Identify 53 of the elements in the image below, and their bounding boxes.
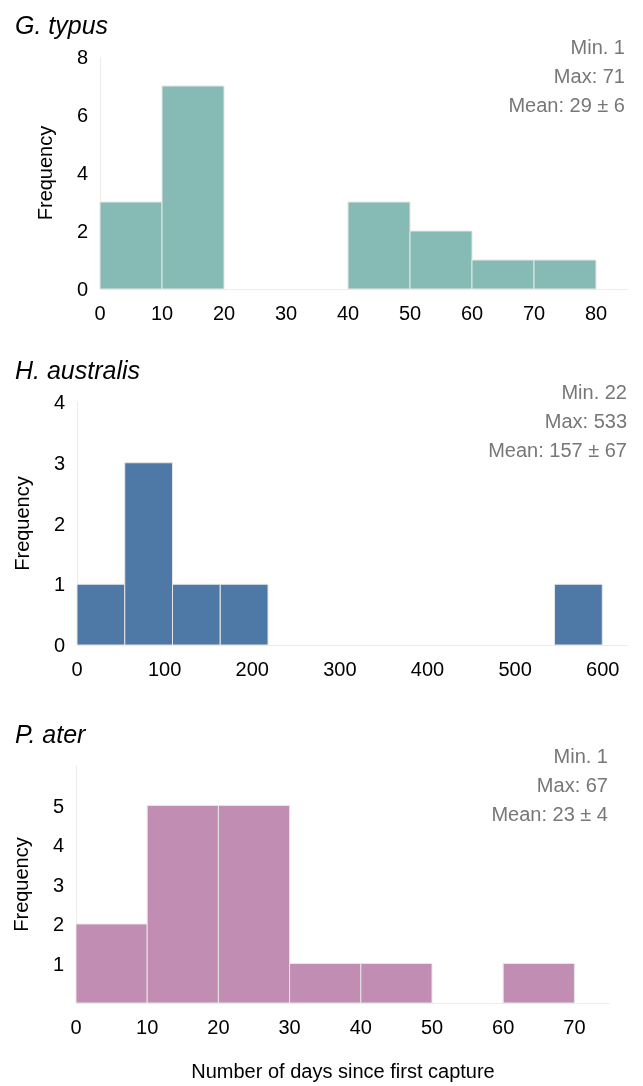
y-tick-label: 4 <box>53 391 65 413</box>
x-tick-label: 200 <box>235 658 269 680</box>
y-tick-label: 1 <box>52 952 64 975</box>
chart-title: G. typus <box>15 10 109 39</box>
y-tick-label: 5 <box>52 794 64 817</box>
x-tick-label: 80 <box>584 302 608 324</box>
y-tick-label: 0 <box>53 634 65 656</box>
x-tick-label: 30 <box>278 1016 301 1038</box>
y-tick-label: 2 <box>76 220 88 242</box>
annotation: Max: 533 <box>544 410 627 432</box>
x-tick-label: 50 <box>420 1016 444 1038</box>
y-tick-label: 4 <box>52 834 64 856</box>
annotation: Min. 22 <box>561 381 627 403</box>
annotation: Mean: 29 ± 6 <box>508 94 625 116</box>
annotation: Max: 67 <box>536 774 608 796</box>
x-tick-label: 50 <box>398 302 422 324</box>
x-tick-label: 70 <box>522 302 546 324</box>
y-axis-title: Frequency <box>34 125 56 221</box>
x-axis-title: Number of days since first capture <box>191 1060 495 1082</box>
x-tick-label: 10 <box>136 1016 159 1038</box>
y-tick-label: 1 <box>53 573 65 596</box>
y-axis-title: Frequency <box>11 476 33 571</box>
y-axis-title: Frequency <box>10 837 32 932</box>
x-tick-label: 70 <box>563 1016 586 1038</box>
x-tick-label: 300 <box>323 658 357 680</box>
x-tick-label: 40 <box>336 302 360 324</box>
x-tick-label: 600 <box>586 658 620 680</box>
y-tick-label: 8 <box>76 46 88 68</box>
x-tick-label: 40 <box>349 1016 372 1038</box>
x-tick-label: 500 <box>498 658 532 680</box>
y-tick-label: 3 <box>53 451 65 474</box>
annotation: Min. 1 <box>553 745 608 767</box>
chart-title: H. australis <box>15 355 141 384</box>
x-tick-label: 30 <box>274 302 298 324</box>
annotation: Mean: 157 ± 67 <box>488 439 627 461</box>
x-tick-label: 20 <box>207 1016 230 1038</box>
x-tick-label: 10 <box>150 302 174 324</box>
x-tick-label: 20 <box>212 302 236 324</box>
x-tick-label: 60 <box>460 302 484 324</box>
y-tick-label: 2 <box>53 512 65 535</box>
chart-title: P. ater <box>15 719 88 748</box>
x-tick-label: 400 <box>410 658 445 680</box>
y-tick-label: 0 <box>76 278 88 300</box>
x-tick-label: 60 <box>492 1016 515 1038</box>
annotation: Min. 1 <box>570 36 625 58</box>
annotation: Max: 71 <box>553 65 625 87</box>
y-tick-label: 6 <box>76 104 88 126</box>
y-tick-label: 4 <box>76 162 88 184</box>
x-tick-label: 0 <box>94 302 106 324</box>
y-tick-label: 3 <box>52 873 64 896</box>
y-tick-label: 2 <box>52 913 64 935</box>
annotation: Mean: 23 ± 4 <box>491 803 608 825</box>
x-tick-label: 100 <box>147 658 182 680</box>
